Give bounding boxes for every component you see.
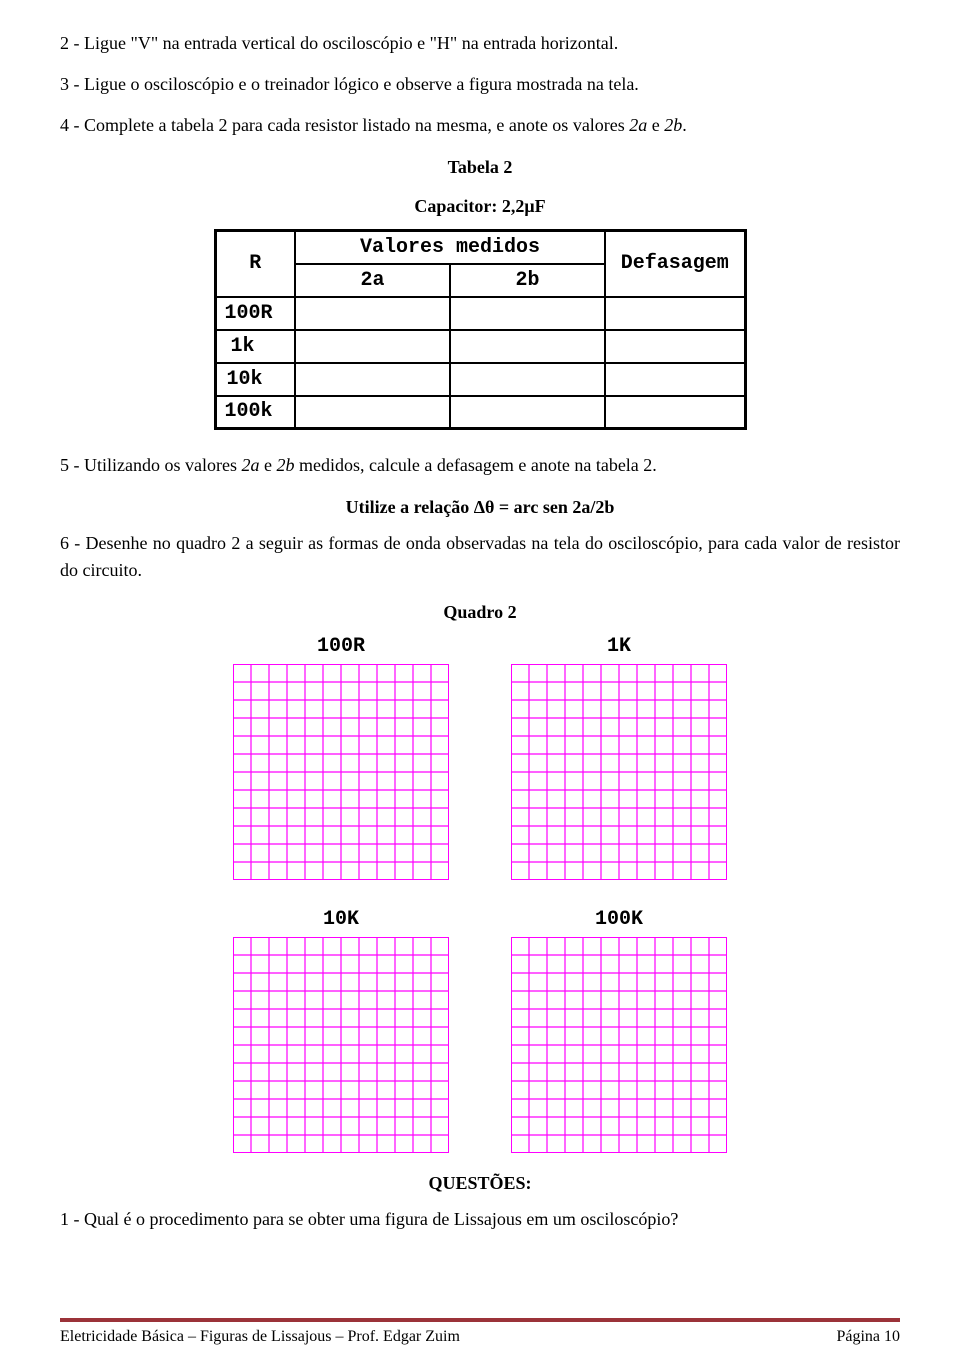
quadro-label-100r: 100R	[216, 635, 466, 658]
quadro-label-100k: 100K	[494, 908, 744, 931]
grid-10k	[233, 937, 449, 1153]
cell-2a	[295, 330, 450, 363]
cell-2a	[295, 363, 450, 396]
table-row: 100k	[215, 396, 745, 429]
tabela-2-table: R Valores medidos Defasagem 2a 2b 100R 1…	[214, 229, 747, 430]
step-5-text: 5 - Utilizando os valores 2a e 2b medido…	[60, 452, 900, 479]
step-6-text: 6 - Desenhe no quadro 2 a seguir as form…	[60, 530, 900, 584]
question-1-text: 1 - Qual é o procedimento para se obter …	[60, 1206, 900, 1233]
table-head-r: R	[215, 231, 295, 297]
cell-def	[605, 363, 745, 396]
cell-2b	[450, 396, 605, 429]
step-5-i2: 2b	[276, 455, 294, 475]
quadro-2-heading: Quadro 2	[60, 602, 900, 623]
cell-2b	[450, 297, 605, 330]
table-header-row-1: R Valores medidos Defasagem	[215, 231, 745, 264]
cell-def	[605, 330, 745, 363]
table-row: 100R	[215, 297, 745, 330]
quadro-block-10k: 10K	[216, 908, 466, 1153]
page-footer: Eletricidade Básica – Figuras de Lissajo…	[60, 1318, 900, 1346]
quadro-2-container: 100R 1K 10K 100K	[180, 635, 780, 1153]
cell-def	[605, 297, 745, 330]
table-row: 1k	[215, 330, 745, 363]
quadro-label-1k: 1K	[494, 635, 744, 658]
footer-divider	[60, 1318, 900, 1322]
step-4-b: e	[647, 115, 664, 135]
grid-100k	[511, 937, 727, 1153]
table-head-valores: Valores medidos	[295, 231, 605, 264]
row-label-1k: 1k	[215, 330, 295, 363]
step-5-c: medidos, calcule a defasagem e anote na …	[294, 455, 656, 475]
capacitor-heading: Capacitor: 2,2μF	[60, 196, 900, 217]
cell-def	[605, 396, 745, 429]
cell-2a	[295, 297, 450, 330]
row-label-100r: 100R	[215, 297, 295, 330]
step-5-b: e	[259, 455, 276, 475]
quadro-block-1k: 1K	[494, 635, 744, 880]
step-4-c: .	[682, 115, 687, 135]
footer-left: Eletricidade Básica – Figuras de Lissajo…	[60, 1328, 460, 1346]
cell-2b	[450, 363, 605, 396]
cell-2a	[295, 396, 450, 429]
quadro-label-10k: 10K	[216, 908, 466, 931]
grid-1k	[511, 664, 727, 880]
step-4-i2: 2b	[664, 115, 682, 135]
cell-2b	[450, 330, 605, 363]
step-3-text: 3 - Ligue o osciloscópio e o treinador l…	[60, 71, 900, 98]
row-label-100k: 100k	[215, 396, 295, 429]
quadro-block-100r: 100R	[216, 635, 466, 880]
table-row: 10k	[215, 363, 745, 396]
quadro-block-100k: 100K	[494, 908, 744, 1153]
step-5-i1: 2a	[241, 455, 259, 475]
row-label-10k: 10k	[215, 363, 295, 396]
step-4-text: 4 - Complete a tabela 2 para cada resist…	[60, 112, 900, 139]
step-2-text: 2 - Ligue "V" na entrada vertical do osc…	[60, 30, 900, 57]
questoes-heading: QUESTÕES:	[60, 1173, 900, 1194]
table-head-defasagem: Defasagem	[605, 231, 745, 297]
step-5-a: 5 - Utilizando os valores	[60, 455, 241, 475]
step-4-a: 4 - Complete a tabela 2 para cada resist…	[60, 115, 629, 135]
table-head-2b: 2b	[450, 264, 605, 297]
relacao-heading: Utilize a relação Δθ = arc sen 2a/2b	[60, 497, 900, 518]
tabela-2-heading: Tabela 2	[60, 157, 900, 178]
grid-100r	[233, 664, 449, 880]
table-head-2a: 2a	[295, 264, 450, 297]
step-4-i1: 2a	[629, 115, 647, 135]
footer-right: Página 10	[836, 1328, 900, 1346]
footer-text-row: Eletricidade Básica – Figuras de Lissajo…	[60, 1328, 900, 1346]
